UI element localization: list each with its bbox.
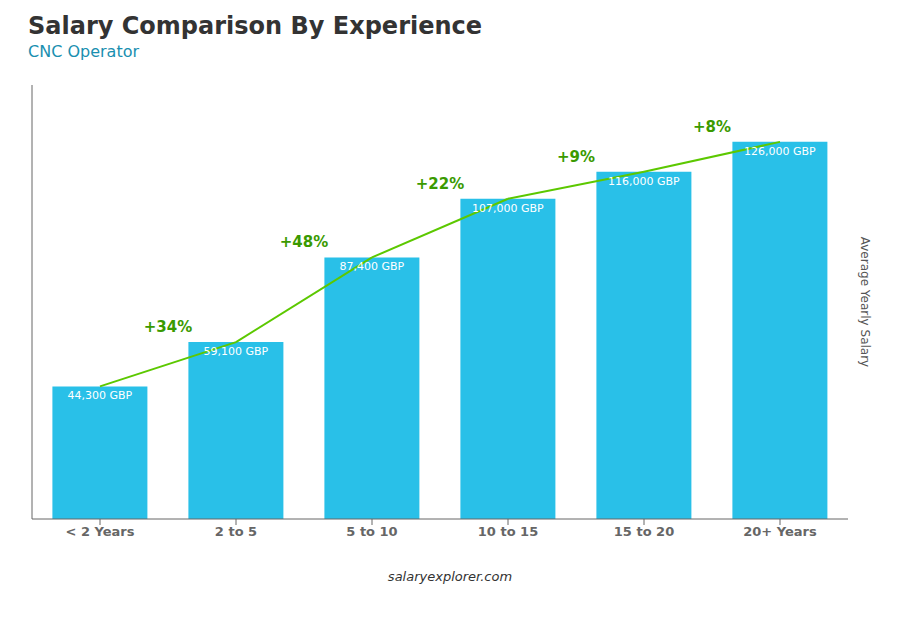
svg-text:5 to 10: 5 to 10	[346, 524, 397, 539]
svg-text:126,000 GBP: 126,000 GBP	[744, 145, 816, 158]
svg-text:Average Yearly Salary: Average Yearly Salary	[858, 237, 872, 367]
svg-text:59,100 GBP: 59,100 GBP	[204, 345, 269, 358]
svg-text:+8%: +8%	[693, 118, 731, 136]
svg-text:87,400 GBP: 87,400 GBP	[340, 260, 405, 273]
html-text:CNC Operator: CNC Operator	[28, 42, 139, 61]
svg-text:+48%: +48%	[280, 233, 328, 251]
svg-text:2 to 5: 2 to 5	[215, 524, 257, 539]
html-text:Salary Comparison By Experienc: Salary Comparison By Experience	[28, 12, 483, 40]
svg-text:< 2 Years: < 2 Years	[66, 524, 135, 539]
svg-text:+9%: +9%	[557, 148, 595, 166]
svg-text:116,000 GBP: 116,000 GBP	[608, 175, 680, 188]
svg-text:107,000 GBP: 107,000 GBP	[472, 202, 544, 215]
html-text:salaryexplorer.com: salaryexplorer.com	[387, 569, 513, 584]
svg-text:44,300 GBP: 44,300 GBP	[68, 389, 133, 402]
svg-text:10 to 15: 10 to 15	[478, 524, 538, 539]
svg-text:+34%: +34%	[144, 318, 192, 336]
svg-text:15 to 20: 15 to 20	[614, 524, 674, 539]
svg-text:20+ Years: 20+ Years	[743, 524, 817, 539]
svg-text:+22%: +22%	[416, 175, 464, 193]
